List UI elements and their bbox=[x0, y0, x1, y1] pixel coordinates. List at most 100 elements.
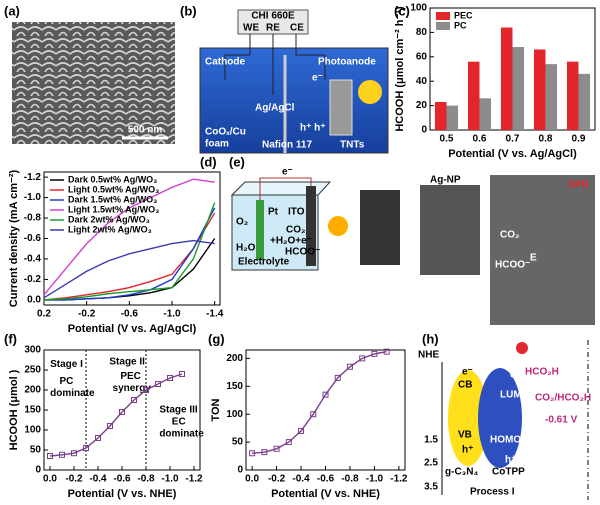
process: Process I bbox=[470, 487, 515, 498]
nanoparticle: Ag-NP bbox=[430, 175, 461, 186]
x-tick-label: -0.6 bbox=[121, 309, 139, 320]
anode-material: TNTs bbox=[340, 140, 365, 151]
bar bbox=[434, 101, 447, 130]
x-tick-label: -0.2 bbox=[78, 309, 96, 320]
bar bbox=[512, 47, 525, 130]
ito-label: ITO bbox=[288, 207, 305, 218]
y-tick-label: 150 bbox=[24, 405, 41, 416]
sem-image bbox=[12, 22, 175, 144]
x-tick-label: 0.0 bbox=[245, 474, 259, 485]
panel-label: (d) bbox=[200, 154, 217, 169]
re: RE bbox=[266, 23, 280, 34]
annotation: dominate bbox=[50, 388, 95, 399]
x-tick-label: 0.6 bbox=[473, 134, 487, 145]
e-field: E bbox=[530, 253, 537, 264]
ce: CE bbox=[290, 23, 304, 34]
marker bbox=[71, 450, 77, 457]
reference: Ag/AgCl bbox=[255, 103, 295, 114]
electron: e⁻ bbox=[282, 167, 293, 178]
legend-label: Dark 1.5wt% Ag/WO₃ bbox=[68, 194, 157, 204]
y-tick-label: 40 bbox=[416, 76, 428, 87]
h2o: H₂O bbox=[236, 243, 256, 254]
y-tick-label: 0 bbox=[237, 465, 243, 476]
plot-frame bbox=[245, 349, 406, 471]
scale-label: 500 nm bbox=[128, 125, 163, 136]
x-tick-label: -1.2 bbox=[390, 474, 408, 485]
series-line bbox=[43, 212, 216, 301]
x-axis-label: Potential (V vs. NHE) bbox=[271, 488, 380, 500]
ito-electrode bbox=[306, 186, 316, 266]
product: HCOO⁻ bbox=[285, 247, 320, 258]
y-tick-label: -0.4 bbox=[24, 254, 42, 265]
y-tick-label: 200 bbox=[24, 385, 41, 396]
tick-label: 2.5 bbox=[424, 458, 438, 469]
legend-label: PEC bbox=[454, 10, 473, 20]
cb: CB bbox=[458, 380, 472, 391]
electron: e⁻ bbox=[462, 367, 473, 378]
marker bbox=[155, 381, 161, 387]
y-axis-label: Current density (mA cm⁻²) bbox=[8, 169, 20, 307]
hole: h⁺ bbox=[462, 445, 473, 456]
y-tick-label: 150 bbox=[226, 381, 243, 392]
marker bbox=[249, 450, 256, 457]
y-tick-label: -0.8 bbox=[24, 213, 42, 224]
x-axis-label: Potential (V vs. NHE) bbox=[68, 488, 177, 500]
x-tick-label: 0.2 bbox=[37, 309, 51, 320]
bar bbox=[500, 27, 513, 130]
marker bbox=[143, 387, 149, 393]
y-tick-label: 20 bbox=[416, 100, 428, 111]
legend-label: Light 2wt% Ag/WO₃ bbox=[68, 224, 152, 234]
marker bbox=[346, 363, 353, 370]
y-tick-label: -1.0 bbox=[24, 192, 42, 203]
material: CoTPP bbox=[492, 467, 525, 478]
x-tick-label: 0.7 bbox=[506, 134, 520, 145]
pt-electrode bbox=[256, 200, 264, 260]
bar bbox=[578, 73, 591, 130]
x-tick-label: -1.0 bbox=[161, 474, 179, 485]
electron: e⁻ bbox=[510, 370, 521, 381]
x-tick-label: -0.4 bbox=[89, 474, 107, 485]
x-tick-label: -0.2 bbox=[268, 474, 286, 485]
tick-label: 3.5 bbox=[424, 482, 438, 493]
cell bbox=[199, 47, 389, 154]
marker bbox=[95, 435, 101, 441]
electrolyte: Electrolyte bbox=[238, 257, 290, 268]
marker bbox=[261, 449, 268, 456]
hcoo: HCOO⁻ bbox=[495, 260, 530, 271]
panel-label: (e) bbox=[229, 154, 245, 169]
annotation: Stage III bbox=[159, 405, 198, 416]
bar bbox=[479, 98, 492, 130]
x-tick-label: -0.6 bbox=[317, 474, 335, 485]
panel-label: (f) bbox=[4, 331, 17, 346]
x-tick-label: -1.4 bbox=[206, 309, 224, 320]
y-tick-label: 300 bbox=[24, 345, 41, 356]
y-tick-label: 0.0 bbox=[27, 295, 41, 306]
x-tick-label: -0.4 bbox=[292, 474, 310, 485]
photoanode-label: Photoanode bbox=[318, 57, 376, 68]
marker bbox=[83, 445, 89, 451]
marker bbox=[131, 397, 137, 403]
hole: h⁺ bbox=[505, 455, 516, 466]
co2: CO₂ bbox=[500, 230, 519, 241]
pt-label: Pt bbox=[268, 207, 279, 218]
instrument: CHI 660E bbox=[251, 11, 295, 22]
cathode: Cathode bbox=[205, 57, 245, 68]
marker bbox=[107, 423, 113, 429]
panel-label: (b) bbox=[180, 3, 197, 18]
membrane-label: Nafion 117 bbox=[262, 140, 312, 151]
sun bbox=[358, 80, 382, 104]
annotation: PC bbox=[59, 376, 73, 387]
couple: CO₂/HCO₂H bbox=[535, 393, 591, 404]
annotation: Stage I bbox=[50, 359, 83, 370]
series-line bbox=[44, 238, 216, 301]
y-tick-label: 100 bbox=[226, 409, 243, 420]
x-tick-label: 0.5 bbox=[440, 134, 454, 145]
annotation: PEC bbox=[120, 371, 141, 382]
cathode-material: CoOₓ/Cu bbox=[205, 127, 246, 138]
wires bbox=[224, 34, 326, 95]
cotpp bbox=[478, 368, 522, 468]
y-tick-label: -1.2 bbox=[24, 172, 42, 183]
marker bbox=[383, 348, 390, 355]
gcn bbox=[448, 370, 488, 466]
